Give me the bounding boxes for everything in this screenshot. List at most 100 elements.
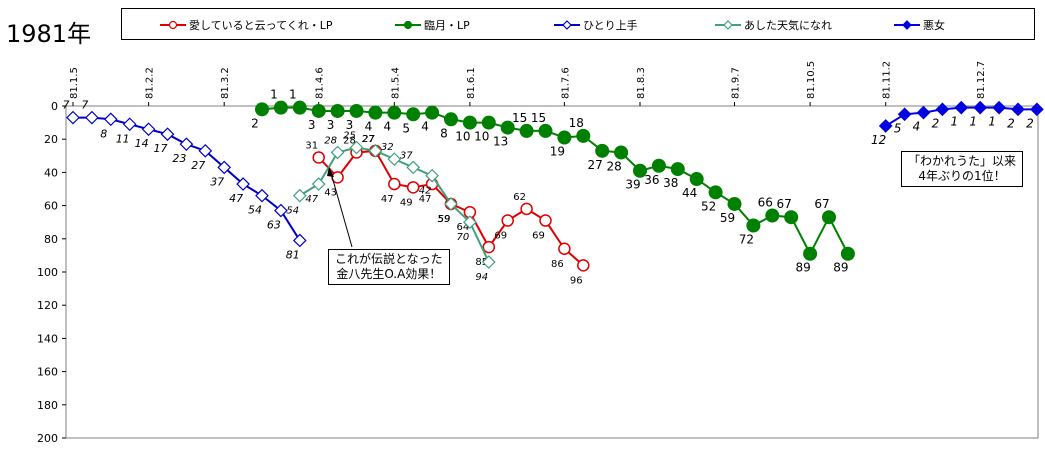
y-tick-label-5: 100 <box>37 266 58 279</box>
series-2-label-10: 54 <box>248 204 262 217</box>
y-tick-label-7: 140 <box>37 332 58 345</box>
series-1-point-14 <box>519 123 534 138</box>
series-1-label-23: 44 <box>682 186 697 200</box>
x-tick-label-9: 81.10.5 <box>806 61 817 99</box>
series-0-point-5 <box>406 181 420 194</box>
series-4-label-1: 5 <box>894 121 902 135</box>
series-2-label-4: 14 <box>135 137 149 150</box>
series-4-point-7 <box>1011 102 1025 117</box>
series-1-label-28: 67 <box>777 197 792 211</box>
series-1-point-13 <box>500 120 515 135</box>
series-1-point-2 <box>292 100 307 115</box>
series-2-label-1: 7 <box>81 99 88 112</box>
series-3-point-10 <box>481 255 496 269</box>
series-3-point-4 <box>368 143 383 158</box>
series-0-label-8: 64 <box>457 222 470 233</box>
series-2-label-3: 11 <box>116 132 130 145</box>
y-tick-label-4: 80 <box>44 233 58 246</box>
series-1-point-27 <box>765 208 780 223</box>
annotation-kinpachi-line2: 金八先生O.A効果！ <box>336 267 442 281</box>
series-3-label-0: 54 <box>286 206 299 217</box>
series-0-label-2: 28 <box>343 135 356 146</box>
series-3-point-5 <box>387 152 402 166</box>
x-tick-label-1: 81.2.2 <box>145 67 156 99</box>
annotation-arrow-head <box>327 167 334 177</box>
series-3-point-8 <box>444 197 458 211</box>
series-1-label-1: 1 <box>270 88 278 102</box>
series-3-label-8: 59 <box>438 214 451 225</box>
legend-swatch-2 <box>554 20 580 30</box>
series-1-point-7 <box>387 105 402 120</box>
legend-label-4: 悪女 <box>923 19 945 32</box>
series-1-label-26: 72 <box>739 233 754 247</box>
series-1-point-23 <box>689 172 704 187</box>
x-tick-label-11: 81.12.7 <box>976 61 987 99</box>
y-tick-label-10: 200 <box>37 432 58 445</box>
series-4-point-8 <box>1030 102 1044 117</box>
series-1-point-30 <box>822 210 836 225</box>
series-2-point-7 <box>198 143 213 158</box>
series-4-point-0 <box>878 119 893 133</box>
series-1-point-20 <box>633 163 647 178</box>
series-3-label-4: 27 <box>362 134 375 145</box>
series-2-point-9 <box>236 177 250 191</box>
legend-label-2: ひとり上手 <box>583 19 638 32</box>
series-0-label-0: 31 <box>305 140 318 151</box>
series-1-label-7: 4 <box>383 120 391 134</box>
legend: 愛していると云ってくれ・LP 臨月・LP ひとり上手 あした天気になれ 悪女 <box>121 8 1035 40</box>
series-1-label-9: 4 <box>421 120 429 134</box>
series-3-label-6: 37 <box>400 150 413 161</box>
series-1-point-12 <box>481 115 496 130</box>
series-1-label-0: 2 <box>251 116 259 130</box>
series-0-label-4: 47 <box>381 194 394 205</box>
series-1-label-12: 10 <box>474 130 489 144</box>
series-3-point-6 <box>406 160 421 175</box>
series-2-point-1 <box>85 110 99 125</box>
series-1-label-13: 13 <box>493 135 508 149</box>
series-2-point-3 <box>122 117 137 132</box>
x-tick-label-6: 81.7.6 <box>560 67 571 99</box>
annotation-kinpachi-line1: これが伝説となった <box>335 252 443 266</box>
series-1-label-18: 27 <box>588 158 603 172</box>
series-2-point-12 <box>292 233 307 248</box>
series-0-label-14: 96 <box>570 275 583 286</box>
series-1-label-22: 38 <box>663 176 678 190</box>
series-3-point-9 <box>463 215 477 230</box>
legend-item-0: 愛していると云ってくれ・LP <box>160 17 333 33</box>
legend-item-2: ひとり上手 <box>554 17 638 33</box>
legend-swatch-1 <box>395 20 421 30</box>
x-tick-label-3: 81.4.6 <box>315 67 326 99</box>
series-0-label-3: 27 <box>362 134 375 145</box>
series-3-label-7: 42 <box>419 186 432 197</box>
series-0-label-12: 69 <box>532 231 545 242</box>
series-1-label-24: 52 <box>701 199 716 213</box>
series-0-label-1: 43 <box>324 187 337 198</box>
series-4-point-6 <box>992 100 1006 115</box>
series-3-label-5: 32 <box>381 142 394 153</box>
series-1-point-31 <box>840 246 855 261</box>
series-3-label-9: 70 <box>457 232 470 243</box>
series-3-label-3: 25 <box>343 131 356 142</box>
x-tick-label-7: 81.8.3 <box>636 67 647 99</box>
series-0-label-6: 47 <box>419 194 432 205</box>
series-2-label-9: 47 <box>229 192 243 205</box>
y-tick-label-2: 40 <box>44 166 58 179</box>
x-tick-label-10: 81.11.2 <box>882 61 893 99</box>
series-4-point-2 <box>916 105 931 120</box>
legend-item-3: あした天気になれ <box>715 17 832 33</box>
series-0-point-11 <box>520 202 533 216</box>
series-1-label-3: 3 <box>308 118 316 132</box>
series-1-point-1 <box>273 100 288 115</box>
series-1-point-5 <box>349 103 364 118</box>
series-0-point-9 <box>482 240 496 254</box>
series-2-point-5 <box>160 127 175 142</box>
series-1-label-29: 89 <box>795 261 810 275</box>
legend-label-1: 臨月・LP <box>424 19 470 32</box>
y-tick-label-1: 20 <box>44 133 58 146</box>
y-tick-label-3: 60 <box>44 200 58 213</box>
series-1-label-4: 3 <box>327 118 335 132</box>
series-1-label-11: 10 <box>455 130 470 144</box>
series-2-point-10 <box>255 188 269 203</box>
series-4-label-4: 1 <box>950 115 958 129</box>
